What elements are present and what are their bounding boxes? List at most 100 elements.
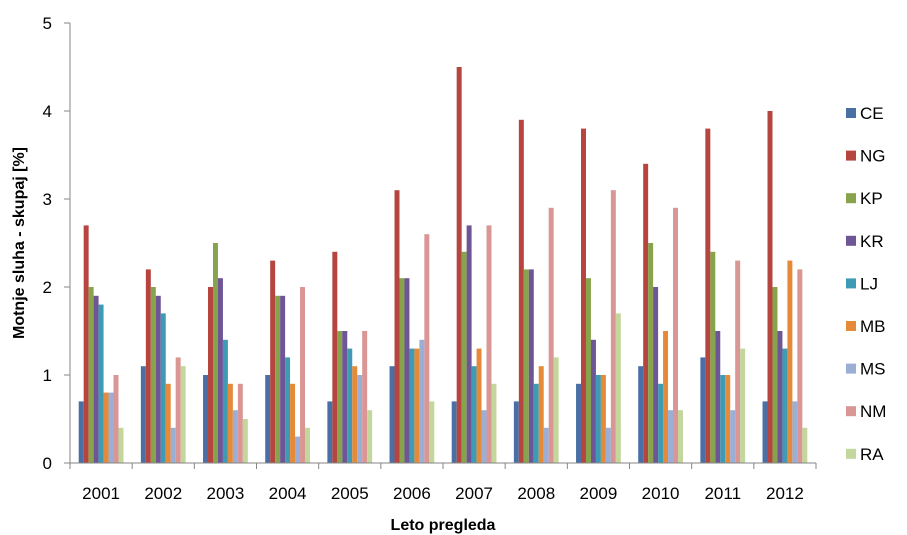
bar-kp-2003: [212, 243, 218, 463]
bar-kr-2006: [404, 278, 410, 463]
bar-ra-2007: [491, 383, 497, 463]
y-axis: 0 1 2 3 4 5: [43, 14, 71, 473]
bar-ra-2005: [367, 410, 373, 463]
x-tick-label: 2007: [455, 484, 493, 503]
legend-swatch-ms: [846, 363, 856, 374]
bar-ng-2012: [767, 111, 773, 463]
bar-mb-2001: [103, 392, 109, 463]
bar-kr-2010: [653, 287, 659, 463]
x-tick-label: 2005: [331, 484, 369, 503]
bar-mb-2010: [663, 331, 669, 463]
bar-ms-2001: [108, 392, 114, 463]
bar-kp-2008: [523, 269, 529, 463]
bar-mb-2012: [787, 260, 793, 463]
bar-kp-2004: [275, 295, 281, 463]
y-tick-label: 4: [43, 102, 52, 121]
bar-nm-2008: [548, 207, 554, 463]
bar-lj-2002: [160, 313, 166, 463]
x-tick-label: 2002: [144, 484, 182, 503]
bar-ra-2001: [118, 427, 124, 463]
y-tick-label: 3: [43, 190, 52, 209]
bar-ng-2001: [83, 225, 89, 463]
bar-kr-2005: [342, 331, 348, 463]
bar-nm-2012: [797, 269, 803, 463]
bar-ra-2003: [242, 419, 248, 463]
bar-ng-2004: [270, 260, 276, 463]
bar-lj-2005: [347, 348, 353, 463]
x-tick-label: 2011: [704, 484, 741, 503]
bar-ce-2003: [203, 375, 209, 463]
bar-ce-2004: [265, 375, 271, 463]
bar-lj-2009: [595, 375, 601, 463]
bar-lj-2003: [222, 339, 228, 463]
y-tick-label: 2: [43, 278, 52, 297]
bar-kp-2002: [150, 287, 156, 463]
bar-lj-2004: [285, 357, 291, 463]
bar-ms-2009: [605, 427, 611, 463]
bar-ms-2008: [543, 427, 549, 463]
bar-nm-2005: [362, 331, 368, 463]
bar-kr-2004: [280, 295, 286, 463]
bar-kp-2005: [337, 331, 343, 463]
bar-ce-2010: [638, 366, 644, 463]
bar-nm-2010: [673, 207, 678, 463]
bar-nm-2004: [300, 287, 305, 463]
x-tick-label: 2008: [517, 484, 555, 503]
bar-kr-2001: [93, 295, 99, 463]
x-tick-label: 2012: [766, 484, 804, 503]
bar-ce-2001: [78, 401, 84, 463]
bar-mb-2009: [600, 375, 606, 463]
bar-mb-2011: [725, 375, 731, 463]
bar-nm-2007: [486, 225, 492, 463]
bar-ng-2009: [581, 128, 586, 463]
x-tick-label: 2001: [82, 484, 120, 503]
bar-kr-2009: [590, 339, 596, 463]
bar-nm-2009: [610, 190, 616, 463]
bar-kp-2009: [585, 278, 591, 463]
bar-ms-2011: [730, 410, 736, 463]
y-tick-label: 5: [43, 14, 52, 33]
bar-ng-2002: [145, 269, 151, 463]
y-axis-title: Motnje sluha - skupaj [%]: [11, 147, 28, 339]
x-tick-label: 2006: [393, 484, 431, 503]
bar-kp-2011: [710, 251, 716, 463]
bar-ms-2005: [357, 375, 363, 463]
legend-label-ms: MS: [860, 360, 886, 379]
legend-label-ra: RA: [860, 445, 884, 464]
bar-kr-2003: [217, 278, 223, 463]
bar-kr-2012: [777, 331, 783, 463]
bar-lj-2008: [533, 383, 539, 463]
bar-ce-2002: [140, 366, 146, 463]
bar-kp-2007: [461, 251, 467, 463]
x-tick-label: 2010: [642, 484, 680, 503]
bar-ng-2008: [518, 119, 524, 464]
legend-label-ng: NG: [860, 147, 886, 166]
bar-lj-2006: [409, 348, 415, 463]
x-axis-title: Leto pregleda: [391, 517, 496, 534]
legend-label-nm: NM: [860, 402, 886, 421]
bar-ms-2007: [481, 410, 487, 463]
legend-swatch-ce: [846, 108, 856, 118]
bar-ng-2010: [643, 163, 649, 464]
bar-ce-2005: [327, 401, 333, 463]
legend-label-kr: KR: [860, 232, 884, 251]
bar-mb-2008: [538, 366, 544, 463]
bar-ms-2003: [232, 410, 238, 463]
bar-ra-2009: [615, 313, 621, 463]
plot-area: [78, 67, 808, 464]
bar-ms-2006: [419, 339, 425, 463]
bar-ra-2004: [304, 427, 310, 463]
bar-nm-2002: [175, 357, 181, 463]
bar-ra-2011: [740, 348, 746, 463]
bar-mb-2007: [476, 348, 482, 463]
bar-ms-2002: [170, 427, 176, 463]
legend-swatch-kr: [846, 235, 856, 246]
bar-kr-2002: [155, 295, 161, 463]
legend-swatch-ra: [846, 448, 856, 459]
x-tick-label: 2003: [207, 484, 245, 503]
bar-mb-2005: [352, 366, 358, 463]
legend-label-ce: CE: [860, 104, 884, 123]
bar-ra-2006: [429, 401, 435, 463]
x-tick-label: 2004: [269, 484, 307, 503]
